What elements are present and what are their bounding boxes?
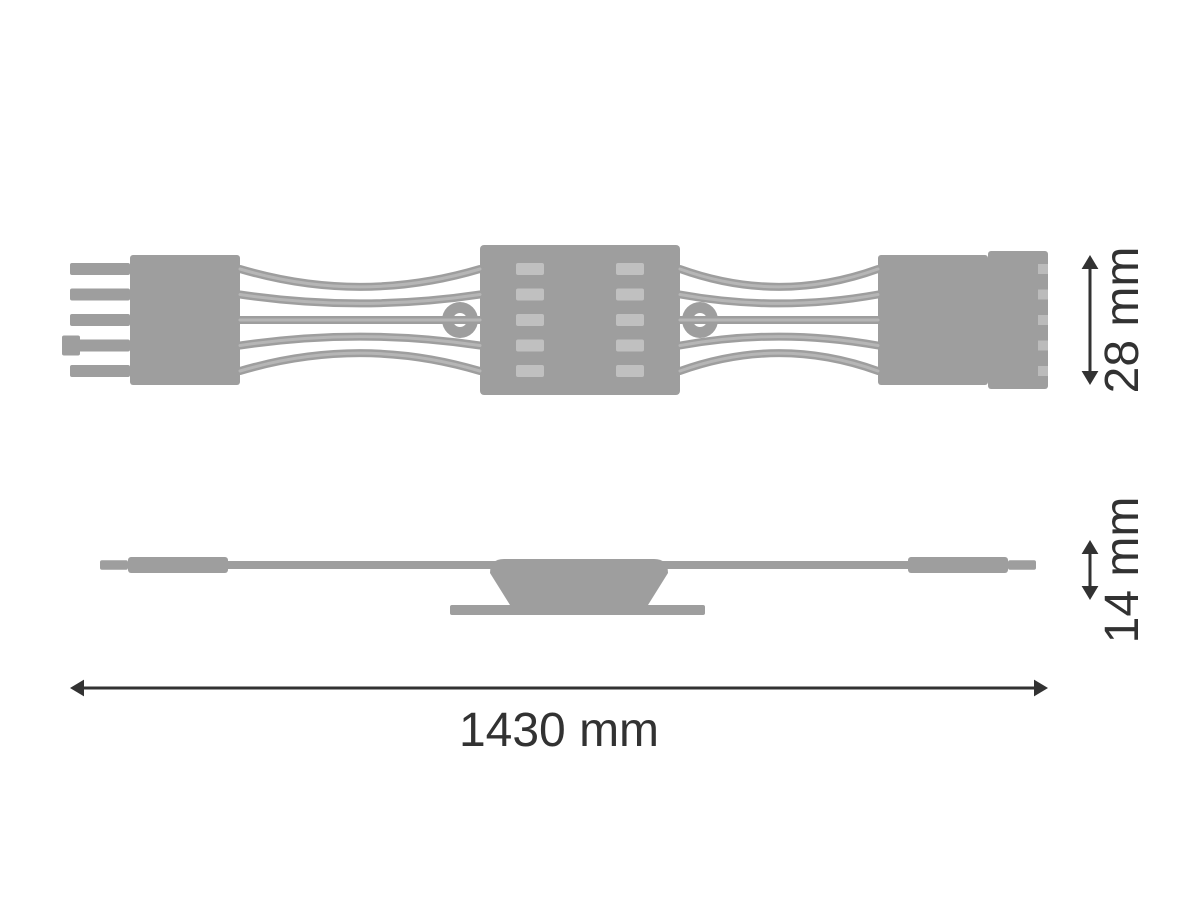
dim-height2-label: 14 mm xyxy=(1096,497,1149,644)
dim-height1-label: 28 mm xyxy=(1096,247,1149,394)
dim-length-label: 1430 mm xyxy=(459,704,659,757)
